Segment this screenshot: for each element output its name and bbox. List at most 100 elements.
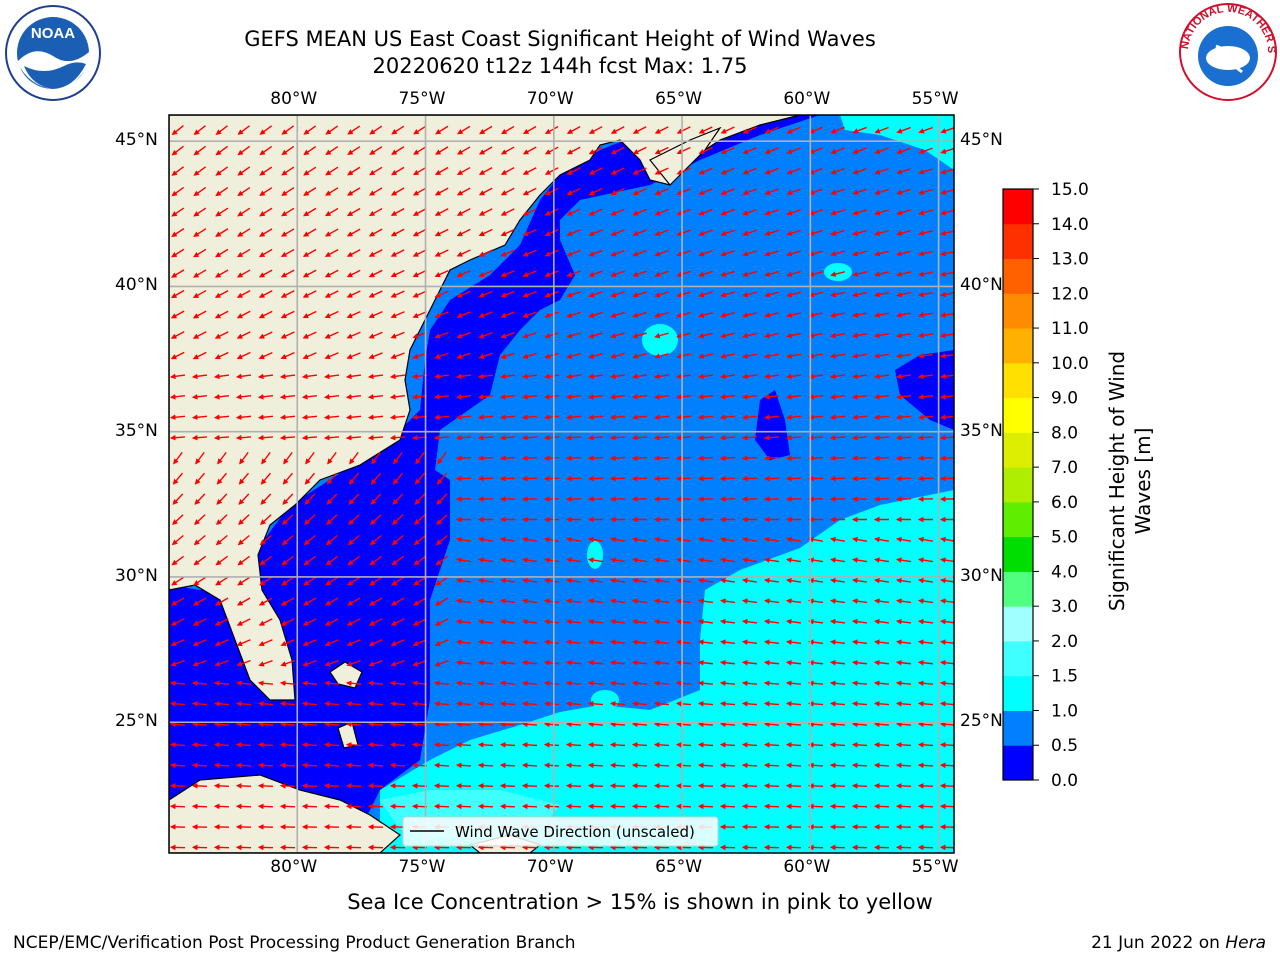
- direction-arrow: [499, 455, 516, 461]
- direction-arrow: [456, 290, 471, 298]
- direction-arrow: [588, 187, 603, 196]
- direction-arrow: [939, 414, 954, 421]
- direction-arrow: [236, 331, 251, 339]
- direction-arrow: [697, 475, 714, 482]
- direction-arrow: [281, 555, 295, 566]
- direction-arrow: [917, 332, 934, 339]
- direction-arrow: [610, 311, 625, 318]
- direction-arrow: [873, 475, 890, 482]
- direction-arrow: [874, 250, 889, 257]
- direction-arrow: [939, 373, 954, 380]
- direction-arrow: [566, 187, 581, 196]
- direction-arrow: [414, 493, 426, 505]
- direction-arrow: [917, 475, 934, 482]
- direction-arrow: [280, 639, 295, 647]
- direction-arrow: [477, 373, 494, 380]
- direction-arrow: [521, 659, 538, 666]
- direction-arrow: [369, 534, 382, 546]
- direction-arrow: [169, 680, 186, 687]
- direction-arrow: [698, 353, 713, 359]
- direction-arrow: [236, 597, 251, 606]
- direction-arrow: [829, 455, 846, 461]
- direction-arrow: [763, 557, 780, 563]
- direction-arrow: [261, 451, 271, 465]
- direction-arrow: [214, 310, 229, 319]
- direction-arrow: [522, 290, 537, 298]
- direction-arrow: [587, 536, 604, 543]
- direction-arrow: [258, 310, 273, 319]
- direction-arrow: [435, 146, 449, 155]
- direction-arrow: [456, 352, 471, 359]
- direction-arrow: [895, 394, 912, 400]
- direction-arrow: [455, 557, 472, 563]
- direction-arrow: [895, 373, 912, 380]
- direction-arrow: [697, 618, 714, 625]
- direction-arrow: [719, 414, 736, 421]
- colorbar-tick-label: 11.0: [1051, 319, 1089, 339]
- direction-arrow: [918, 188, 933, 195]
- direction-arrow: [193, 166, 207, 176]
- direction-arrow: [303, 207, 317, 217]
- direction-arrow: [412, 597, 427, 606]
- direction-arrow: [851, 373, 868, 380]
- direction-arrow: [195, 451, 205, 465]
- direction-arrow: [346, 639, 361, 647]
- direction-arrow: [918, 230, 933, 236]
- direction-arrow: [676, 311, 691, 318]
- direction-arrow: [852, 126, 867, 134]
- colorbar-tick-label: 5.0: [1051, 528, 1078, 548]
- direction-arrow: [301, 394, 318, 400]
- direction-arrow: [654, 249, 669, 257]
- direction-arrow: [369, 576, 383, 586]
- direction-arrow: [851, 394, 868, 400]
- direction-arrow: [346, 269, 361, 278]
- direction-arrow: [917, 659, 934, 666]
- footer-right: 21 Jun 2022 on Hera: [1091, 933, 1266, 953]
- direction-arrow: [500, 352, 515, 359]
- direction-arrow: [193, 228, 207, 237]
- direction-arrow: [521, 639, 538, 645]
- direction-arrow: [742, 270, 757, 277]
- direction-arrow: [237, 576, 251, 586]
- direction-arrow: [302, 618, 317, 626]
- direction-arrow: [500, 290, 515, 298]
- colorbar-tick-label: 6.0: [1051, 493, 1078, 513]
- direction-arrow: [281, 166, 295, 176]
- direction-arrow: [170, 351, 185, 360]
- colorbar-segment: [1003, 675, 1033, 711]
- direction-arrow: [741, 618, 758, 625]
- direction-arrow: [852, 229, 867, 236]
- direction-arrow: [851, 414, 868, 421]
- direction-arrow: [829, 659, 846, 666]
- direction-arrow: [851, 639, 868, 645]
- direction-arrow: [676, 188, 691, 196]
- direction-arrow: [477, 536, 494, 543]
- direction-arrow: [917, 455, 934, 461]
- direction-arrow: [565, 394, 582, 400]
- direction-arrow: [654, 332, 669, 339]
- direction-arrow: [280, 248, 295, 258]
- direction-arrow: [259, 555, 273, 566]
- direction-arrow: [720, 167, 735, 175]
- direction-arrow: [411, 373, 428, 380]
- direction-arrow: [434, 331, 449, 339]
- direction-arrow: [587, 577, 604, 584]
- direction-arrow: [413, 576, 427, 586]
- direction-arrow: [587, 557, 604, 563]
- direction-arrow: [521, 557, 538, 563]
- direction-arrow: [259, 166, 273, 176]
- direction-arrow: [433, 373, 450, 380]
- direction-arrow: [280, 269, 295, 278]
- direction-arrow: [895, 536, 912, 543]
- direction-arrow: [741, 434, 758, 441]
- direction-arrow: [808, 312, 823, 318]
- colorbar-segment: [1003, 258, 1033, 294]
- direction-arrow: [434, 208, 449, 216]
- direction-arrow: [653, 598, 670, 604]
- direction-arrow: [170, 331, 185, 339]
- direction-arrow: [478, 249, 493, 257]
- direction-arrow: [302, 659, 317, 667]
- direction-arrow: [720, 229, 735, 236]
- direction-arrow: [587, 659, 604, 666]
- direction-arrow: [237, 125, 250, 135]
